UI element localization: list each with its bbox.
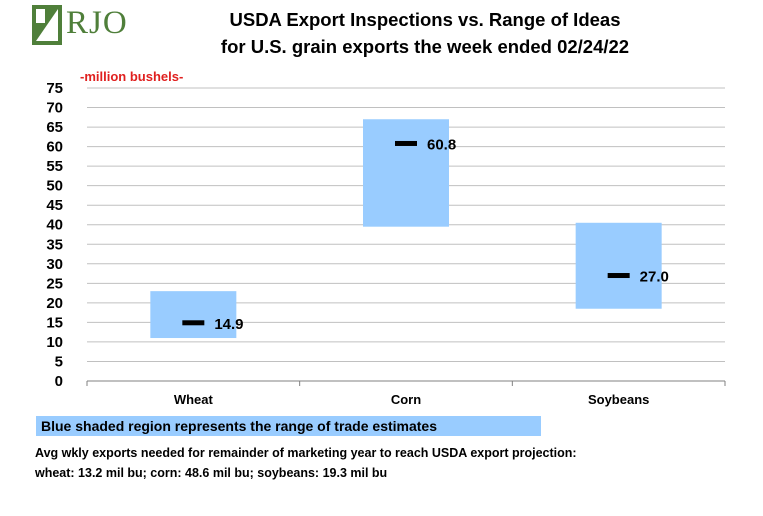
chart-title: USDA Export Inspections vs. Range of Ide…: [140, 6, 710, 60]
category-label-wheat: Wheat: [174, 392, 214, 407]
value-label-soybeans: 27.0: [640, 269, 669, 286]
note-line1: Avg wkly exports needed for remainder of…: [35, 446, 577, 460]
y-tick-label: 50: [46, 178, 63, 195]
logo-mark-icon: [32, 5, 62, 45]
y-tick-label: 45: [46, 197, 63, 214]
y-tick-label: 30: [46, 256, 63, 273]
chart-title-line1: USDA Export Inspections vs. Range of Ide…: [229, 9, 621, 30]
y-axis-unit-label: -million bushels-: [80, 69, 184, 84]
y-tick-label: 5: [55, 353, 63, 370]
y-tick-label: 10: [46, 334, 63, 351]
legend-text: Blue shaded region represents the range …: [41, 418, 438, 434]
inspection-marker-wheat: [182, 320, 205, 326]
y-tick-label: 0: [55, 373, 63, 390]
rjo-logo: [32, 5, 132, 49]
y-tick-label: 60: [46, 139, 63, 156]
range-box-corn: [363, 119, 449, 227]
y-tick-label: 70: [46, 100, 63, 117]
inspection-marker-soybeans: [607, 273, 630, 279]
value-label-wheat: 14.9: [214, 316, 243, 333]
y-tick-label: 65: [46, 119, 63, 136]
y-tick-label: 75: [46, 80, 63, 97]
category-label-corn: Corn: [391, 392, 421, 407]
y-tick-label: 55: [46, 158, 63, 175]
note-line2: wheat: 13.2 mil bu; corn: 48.6 mil bu; s…: [35, 466, 388, 480]
y-tick-label: 40: [46, 217, 63, 234]
chart-title-line2: for U.S. grain exports the week ended 02…: [220, 36, 630, 57]
logo-text: RJO: [66, 5, 128, 41]
range-box-wheat: [150, 291, 237, 339]
range-box-soybeans: [575, 222, 662, 309]
y-tick-label: 25: [46, 275, 63, 292]
legend-swatch: [36, 416, 541, 436]
y-tick-label: 15: [46, 314, 63, 331]
category-label-soybeans: Soybeans: [588, 392, 649, 407]
value-label-corn: 60.8: [427, 136, 456, 153]
inspection-marker-corn: [395, 140, 417, 146]
y-tick-label: 35: [46, 236, 63, 253]
range-chart: 0 5 10 15 20 25 30 35 40 45 50 55 60 65 70 75 14.9 Wheat 6…: [46, 80, 726, 407]
y-tick-label: 20: [46, 295, 63, 312]
